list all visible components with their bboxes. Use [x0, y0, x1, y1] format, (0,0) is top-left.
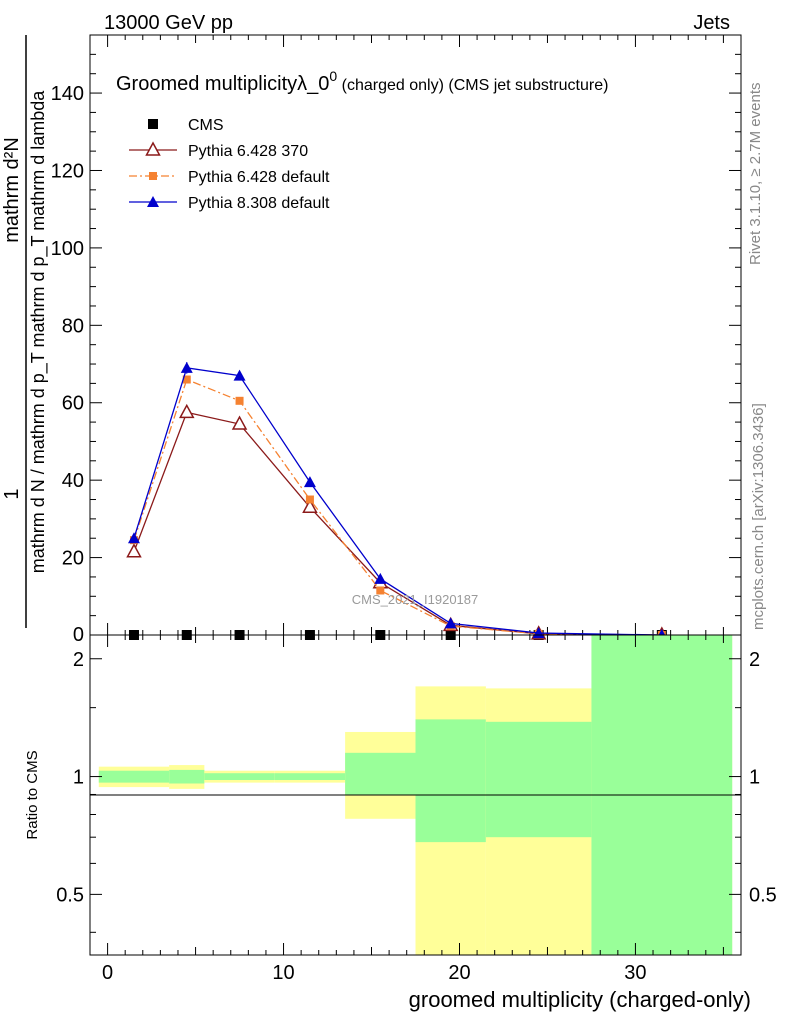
ratio-band-inner [98, 770, 170, 783]
data-point-pythia-8-308-default [233, 369, 246, 381]
data-point-pythia-8-308-default [374, 572, 387, 584]
y-tick-label: 60 [62, 393, 84, 415]
rivet-label: Rivet 3.1.10, ≥ 2.7M events [747, 83, 764, 266]
mcplots-label: mcplots.cern.ch [arXiv:1306.3436] [750, 403, 767, 630]
legend-label-pythia-8-308-default: Pythia 8.308 default [188, 195, 330, 212]
plot-title-main: Groomed multiplicityλ_0 [116, 73, 329, 95]
header-left: 13000 GeV pp [104, 12, 233, 34]
ratio-y-tick-label-right: 0.5 [749, 884, 777, 906]
y-tick-label: 140 [51, 83, 84, 105]
data-point-pythia-6-428-370 [126, 543, 142, 558]
data-point-pythia-6-428-default [182, 375, 191, 384]
ratio-y-tick-label-right: 1 [749, 767, 760, 789]
ylabel-main-denominator: mathrm d N / mathrm d p_T mathrm d p_T m… [28, 90, 49, 573]
y-tick-label: 20 [62, 548, 84, 570]
series-line-pythia-6-428-default [133, 378, 662, 636]
legend-marker-pythia-6-428-370 [145, 141, 161, 156]
x-tick-label: 10 [272, 962, 294, 984]
y-tick-label: 0 [73, 624, 84, 646]
plot-title-small: (charged only) (CMS jet substructure) [337, 77, 608, 94]
xlabel: groomed multiplicity (charged-only) [409, 987, 751, 1012]
legend-marker-pythia-6-428-default [149, 172, 157, 180]
ratio-band-inner [485, 721, 592, 838]
main-ticks: 20 40 60 80 100 120 140 0 [51, 35, 742, 646]
data-point-pythia-6-428-370 [179, 403, 195, 419]
data-point-pythia-8-308-default [444, 617, 457, 629]
series-line-pythia-8-308-default [133, 367, 662, 636]
y-tick-label: 80 [62, 315, 84, 337]
y-tick-label: 100 [51, 238, 84, 260]
x-tick-label: 30 [624, 962, 646, 984]
legend-marker-pythia-8-308-default [147, 196, 159, 207]
ratio-band-inner [415, 719, 486, 843]
ylabel-ratio: Ratio to CMS [24, 750, 41, 839]
ratio-ticks: 0.5 0.51 12 20 10 20 30 [56, 635, 777, 984]
header-right: Jets [693, 12, 730, 34]
ratio-band-inner [169, 769, 205, 784]
watermark: CMS_2021_I1920187 [352, 592, 479, 607]
legend-label-pythia-6-428-default: Pythia 6.428 default [188, 169, 330, 186]
ratio-bands-layer [98, 635, 733, 955]
ratio-panel: 0.5 0.51 12 20 10 20 30 [56, 634, 777, 984]
plot-title-sup: 0 [329, 68, 337, 84]
data-point-pythia-8-308-default [303, 476, 316, 488]
ratio-band-inner [204, 773, 275, 780]
data-point-pythia-8-308-default [127, 532, 140, 544]
x-tick-label: 20 [448, 962, 470, 984]
ratio-y-tick-label: 0.5 [56, 884, 84, 906]
y-tick-label: 120 [51, 160, 84, 182]
data-point-pythia-6-428-370 [302, 498, 318, 514]
legend-label-cms: CMS [188, 117, 224, 134]
ylabel-main: 1 mathrm d²N mathrm d N / mathrm d p_T m… [1, 35, 49, 628]
data-point-pythia-6-428-default [235, 396, 244, 405]
legend: CMS Pythia 6.428 370 Pythia 6.428 default P… [129, 117, 330, 212]
legend-label-pythia-6-428-370: Pythia 6.428 370 [188, 143, 308, 160]
ratio-y-tick-label: 1 [73, 767, 84, 789]
plot-title: Groomed multiplicityλ_00 (charged only) … [116, 68, 608, 95]
data-point-pythia-6-428-default [305, 495, 314, 504]
y-tick-label: 40 [62, 470, 84, 492]
ratio-band-inner [274, 773, 346, 780]
legend-marker-cms [148, 119, 158, 129]
ratio-y-tick-label: 2 [73, 649, 84, 671]
x-tick-label: 0 [102, 962, 113, 984]
data-point-pythia-6-428-370 [231, 415, 248, 430]
ratio-frame [89, 634, 742, 956]
data-point-pythia-6-428-default [376, 586, 385, 595]
ylabel-main-prefix: 1 [1, 488, 23, 499]
ylabel-main-numerator: mathrm d²N [1, 137, 23, 243]
ratio-y-tick-label-right: 2 [749, 649, 760, 671]
ratio-band-inner [345, 752, 416, 795]
